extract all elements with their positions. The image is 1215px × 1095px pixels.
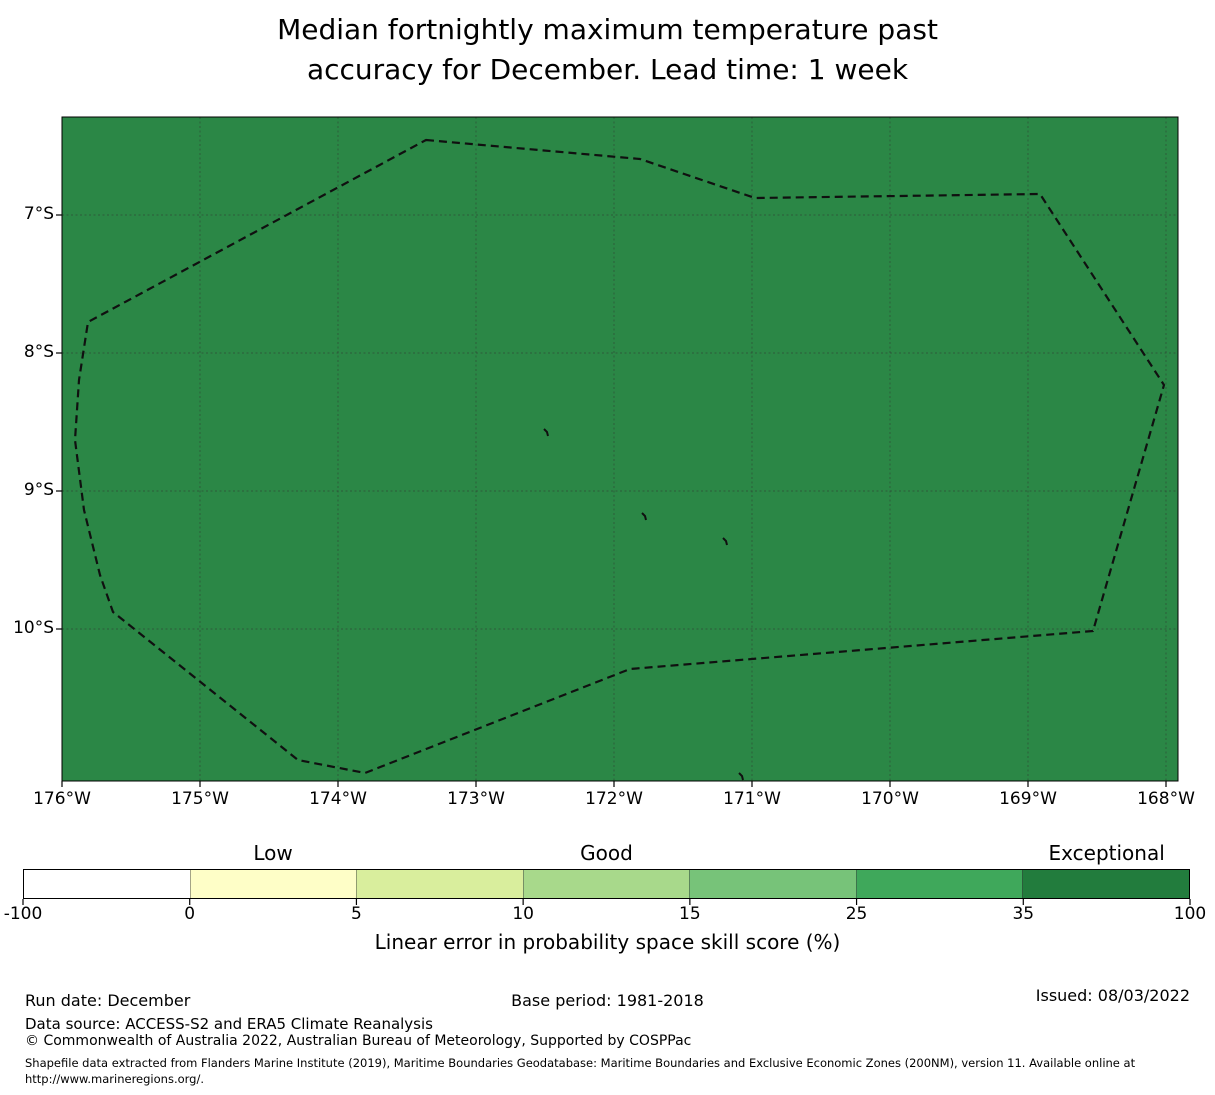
- colorbar-tick-label: 100: [1173, 904, 1207, 924]
- x-axis-tick-label: 170°W: [861, 789, 919, 809]
- footer-copyright: © Commonwealth of Australia 2022, Austra…: [25, 1033, 692, 1049]
- colorbar-tick-label: 15: [679, 904, 701, 924]
- x-axis-tick-label: 174°W: [309, 789, 367, 809]
- colorbar-tick-label: 10: [512, 904, 534, 924]
- island-mark: [738, 772, 744, 781]
- y-axis-tick-label: 9°S: [23, 480, 54, 500]
- map-frame: [61, 116, 1179, 782]
- eez-boundary: [73, 138, 1166, 775]
- map-region-fill: [62, 117, 1178, 781]
- footer-run-date: Run date: December: [25, 991, 191, 1010]
- x-axis-tick-label: 171°W: [723, 789, 781, 809]
- x-axis-tick-label: 175°W: [171, 789, 229, 809]
- colorbar-segment-2: [356, 870, 523, 898]
- x-axis-tick-label: 172°W: [585, 789, 643, 809]
- x-axis-tick-label: 176°W: [33, 789, 91, 809]
- colorbar-segment-6: [1022, 870, 1190, 898]
- page-title-line1: Median fortnightly maximum temperature p…: [277, 13, 938, 46]
- x-axis-tick-label: 168°W: [1137, 789, 1195, 809]
- y-axis-tick-label: 7°S: [23, 204, 54, 224]
- colorbar-tick-label: 35: [1012, 904, 1035, 924]
- colorbar-segment-0: [24, 870, 190, 898]
- colorbar-segment-3: [522, 870, 690, 898]
- colorbar-segment-4: [689, 870, 856, 898]
- colorbar-category-label: Good: [580, 841, 633, 865]
- colorbar-tick-label: 5: [351, 904, 362, 924]
- x-axis-tick-label: 173°W: [447, 789, 505, 809]
- island-mark: [543, 428, 549, 437]
- page-title: Median fortnightly maximum temperature p…: [0, 10, 1215, 90]
- colorbar-segment-5: [855, 870, 1023, 898]
- y-axis-tick-label: 8°S: [23, 342, 54, 362]
- colorbar-tick-label: 0: [184, 904, 196, 924]
- footer-base-period: Base period: 1981-2018: [511, 991, 704, 1010]
- footer-shapefile-url: http://www.marineregions.org/.: [25, 1072, 204, 1086]
- x-axis-tick-label: 169°W: [999, 789, 1057, 809]
- island-mark: [722, 537, 728, 546]
- colorbar-tick-label: 25: [845, 904, 868, 924]
- colorbar-category-label: Low: [253, 841, 293, 865]
- footer-data-source: Data source: ACCESS-S2 and ERA5 Climate …: [25, 1015, 433, 1033]
- footer-shapefile-note-line1: Shapefile data extracted from Flanders M…: [25, 1056, 1136, 1070]
- y-axis-tick-label: 10°S: [13, 618, 54, 638]
- island-mark: [641, 512, 647, 521]
- colorbar: [23, 869, 1190, 899]
- colorbar-category-label: Exceptional: [1048, 841, 1165, 865]
- page-title-line2: accuracy for December. Lead time: 1 week: [306, 53, 909, 86]
- footer-issued: Issued: 08/03/2022: [1035, 986, 1190, 1005]
- colorbar-tick-label: -100: [3, 904, 43, 924]
- colorbar-segment-1: [189, 870, 357, 898]
- colorbar-axis-label: Linear error in probability space skill …: [374, 930, 841, 954]
